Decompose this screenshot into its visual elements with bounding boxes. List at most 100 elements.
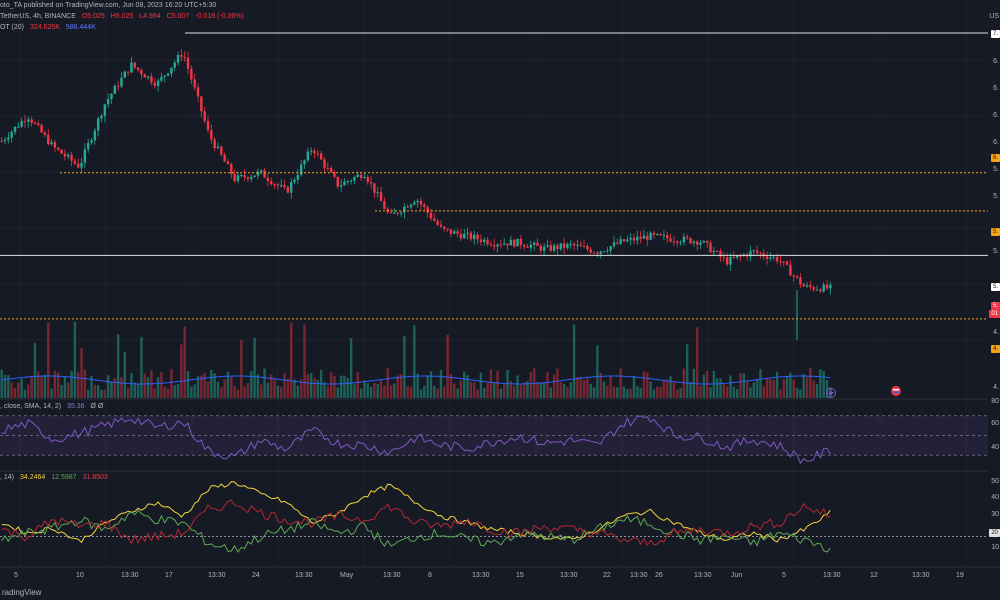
candle-body bbox=[443, 226, 446, 229]
candle-body bbox=[439, 224, 443, 227]
volume-bar bbox=[483, 388, 486, 398]
event-flag-icon[interactable] bbox=[891, 386, 901, 396]
candle-body bbox=[679, 242, 682, 244]
volume-bar bbox=[156, 377, 160, 398]
volume-bar bbox=[476, 389, 479, 398]
candle-body bbox=[735, 255, 739, 258]
candle-body bbox=[220, 146, 223, 155]
candle-body bbox=[196, 87, 200, 97]
volume-bar bbox=[270, 374, 273, 398]
candle-body bbox=[303, 160, 306, 165]
candle-body bbox=[369, 181, 373, 184]
time-axis-label: 22 bbox=[603, 572, 611, 579]
time-axis-label: 10 bbox=[76, 572, 84, 579]
volume-bar bbox=[383, 385, 386, 398]
candle-body bbox=[556, 245, 559, 250]
volume-bar bbox=[346, 378, 349, 398]
rsi-legend[interactable]: , close, SMA, 14, 2) 35.36 Ø Ø bbox=[0, 403, 107, 410]
volume-bar bbox=[539, 382, 542, 398]
volume-bar bbox=[399, 374, 403, 398]
volume-bar bbox=[37, 371, 40, 398]
volume-bar bbox=[379, 380, 383, 398]
volume-bar bbox=[50, 388, 53, 398]
volume-bar bbox=[210, 370, 213, 398]
volume-bar bbox=[592, 387, 596, 398]
volume-bar bbox=[67, 382, 70, 398]
candle-body bbox=[123, 71, 126, 78]
price-tag: 5. bbox=[990, 302, 1000, 310]
volume-bar bbox=[809, 368, 812, 398]
price-axis-label: 5. bbox=[993, 193, 999, 200]
candle-body bbox=[23, 120, 27, 122]
candle-body bbox=[629, 237, 632, 240]
candle-body bbox=[67, 154, 70, 157]
volume-bar bbox=[676, 389, 679, 398]
volume-bar bbox=[649, 381, 652, 398]
candle-body bbox=[779, 261, 782, 263]
candle-body bbox=[106, 98, 110, 105]
candle-body bbox=[93, 130, 97, 141]
time-axis-label: 15 bbox=[516, 572, 524, 579]
volume-bar bbox=[96, 385, 100, 398]
volume-legend[interactable]: OT (20) 324.625K 586.444K bbox=[0, 24, 100, 31]
rsi-axis-label: 40 bbox=[991, 444, 999, 451]
volume-bar bbox=[286, 378, 290, 398]
candle-body bbox=[309, 150, 313, 152]
candle-body bbox=[77, 163, 80, 168]
volume-bar bbox=[562, 383, 566, 398]
volume-bar bbox=[323, 382, 326, 398]
volume-value: 324.625K bbox=[29, 24, 60, 31]
lightning-icon[interactable] bbox=[826, 388, 836, 398]
time-axis-label: 13:30 bbox=[912, 572, 930, 579]
symbol-legend[interactable]: TetherUS, 4h, BINANCE O5.025 H5.025 L4.9… bbox=[0, 13, 248, 20]
volume-bar bbox=[180, 344, 183, 398]
candle-body bbox=[626, 239, 629, 242]
volume-bar bbox=[752, 382, 755, 398]
candle-body bbox=[549, 245, 552, 251]
volume-bar bbox=[333, 375, 336, 398]
volume-bar bbox=[639, 387, 642, 398]
volume-bar bbox=[280, 387, 283, 398]
dmi-axis-label: 40 bbox=[991, 494, 999, 501]
candle-body bbox=[413, 202, 416, 205]
candle-body bbox=[403, 206, 406, 213]
candle-body bbox=[86, 142, 90, 150]
adx-line bbox=[1, 481, 831, 544]
volume-bar bbox=[113, 378, 117, 398]
candle-body bbox=[692, 241, 696, 244]
candle-body bbox=[30, 119, 33, 123]
volume-bar bbox=[353, 384, 356, 398]
volume-bar bbox=[819, 369, 822, 398]
volume-bar bbox=[729, 375, 732, 398]
price-tag: 4. bbox=[990, 345, 1000, 353]
candle-body bbox=[240, 174, 243, 176]
candle-body bbox=[299, 164, 303, 175]
candle-body bbox=[276, 184, 280, 186]
volume-bar bbox=[762, 386, 765, 398]
dmi-pane bbox=[0, 481, 988, 554]
candle-body bbox=[73, 160, 77, 164]
candle-body bbox=[649, 232, 652, 240]
candle-body bbox=[256, 171, 260, 176]
candle-body bbox=[319, 153, 323, 160]
candle-body bbox=[243, 174, 246, 178]
candle-body bbox=[40, 125, 43, 133]
volume-bar bbox=[316, 379, 320, 398]
volume-bar bbox=[27, 384, 30, 398]
candle-body bbox=[652, 232, 656, 235]
candle-body bbox=[389, 212, 393, 214]
dmi-legend[interactable]: , 14) 34.2464 12.5987 31.8503 bbox=[0, 474, 112, 481]
candle-body bbox=[53, 142, 57, 148]
volume-bar bbox=[23, 389, 27, 398]
volume-bar bbox=[646, 372, 649, 398]
candle-body bbox=[476, 234, 479, 240]
volume-bar bbox=[769, 379, 772, 398]
volume-bar bbox=[516, 375, 519, 398]
candle-body bbox=[260, 170, 263, 172]
candle-body bbox=[829, 284, 832, 289]
volume-bar bbox=[749, 387, 752, 398]
high-value: H5.025 bbox=[110, 13, 134, 20]
candle-body bbox=[83, 149, 87, 163]
volume-bar bbox=[296, 385, 300, 398]
